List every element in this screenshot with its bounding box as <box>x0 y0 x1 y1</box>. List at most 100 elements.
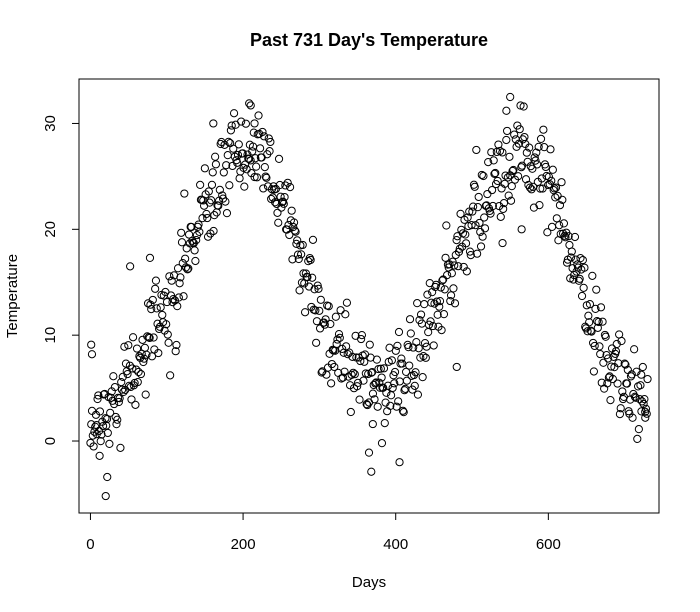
data-point <box>461 230 470 239</box>
data-point <box>335 333 344 343</box>
data-point <box>547 222 557 232</box>
data-point <box>530 153 539 162</box>
data-point <box>103 472 112 482</box>
data-point <box>224 137 233 147</box>
data-point <box>314 284 323 293</box>
data-point <box>410 381 419 390</box>
data-point <box>209 119 218 128</box>
data-point <box>596 303 606 312</box>
data-point <box>398 406 408 415</box>
data-point <box>420 338 430 348</box>
data-point <box>233 158 242 167</box>
data-point <box>514 172 523 181</box>
data-point <box>205 198 214 207</box>
data-point <box>639 399 648 409</box>
data-point <box>308 235 318 244</box>
data-point <box>167 276 176 285</box>
y-axis: 0 10 20 30 <box>42 115 80 445</box>
data-point <box>251 154 260 163</box>
data-point <box>130 378 139 388</box>
data-point <box>266 137 275 147</box>
data-point <box>274 154 284 164</box>
data-point <box>87 420 96 429</box>
data-point <box>364 398 374 407</box>
data-point <box>132 344 142 353</box>
data-point <box>221 197 230 206</box>
data-point <box>438 276 447 285</box>
data-point <box>548 165 557 174</box>
data-point <box>589 367 598 376</box>
data-point <box>259 132 269 141</box>
data-point <box>234 140 243 149</box>
data-point <box>555 201 565 210</box>
data-point <box>525 183 535 192</box>
data-point <box>327 379 336 388</box>
data-point <box>265 147 274 156</box>
data-point <box>473 249 482 258</box>
data-point <box>245 99 254 108</box>
data-point <box>125 361 134 370</box>
data-point <box>134 367 143 377</box>
data-point <box>249 128 258 137</box>
data-point <box>643 374 652 384</box>
data-point <box>321 315 330 324</box>
data-point <box>151 284 160 293</box>
data-point <box>142 350 151 359</box>
data-point <box>486 209 495 218</box>
data-point <box>462 267 471 276</box>
data-point <box>522 148 531 157</box>
data-point <box>87 350 97 359</box>
data-point <box>521 175 531 184</box>
data-point <box>393 341 402 350</box>
data-point <box>259 184 268 193</box>
data-point <box>559 219 569 228</box>
data-point <box>367 368 376 377</box>
data-point <box>394 327 404 337</box>
data-point <box>588 271 597 280</box>
data-point <box>471 221 480 230</box>
data-point <box>368 419 377 429</box>
data-point <box>375 383 385 392</box>
data-point <box>585 300 595 309</box>
x-tick-label: 600 <box>536 536 561 553</box>
data-point <box>641 407 650 416</box>
data-point <box>547 176 556 185</box>
data-point <box>177 228 186 237</box>
data-point <box>414 344 423 353</box>
data-point <box>177 238 187 247</box>
data-point <box>338 373 348 382</box>
data-point <box>211 152 220 161</box>
data-point <box>457 225 466 234</box>
data-point <box>379 364 389 373</box>
data-point <box>180 189 189 198</box>
data-point <box>268 193 277 202</box>
data-point <box>237 117 246 126</box>
data-point <box>301 269 310 278</box>
data-point <box>116 443 125 452</box>
data-point <box>297 250 306 259</box>
data-point <box>124 341 133 350</box>
data-point <box>630 345 639 354</box>
data-point <box>621 360 630 369</box>
data-point <box>173 302 182 311</box>
data-point <box>499 198 509 208</box>
data-point <box>103 428 112 438</box>
data-point <box>615 409 625 419</box>
data-point <box>562 258 572 267</box>
data-point <box>394 397 403 406</box>
data-point <box>95 407 105 416</box>
x-axis: 0 200 400 600 <box>86 512 561 553</box>
data-point <box>252 162 261 171</box>
data-point <box>551 193 560 202</box>
data-point <box>463 213 472 222</box>
data-point <box>437 326 446 335</box>
data-point <box>190 246 199 255</box>
data-point <box>593 323 602 332</box>
data-point <box>527 185 536 194</box>
data-point <box>93 394 102 404</box>
data-point <box>376 364 385 373</box>
data-point <box>452 362 461 372</box>
data-point <box>152 304 161 313</box>
data-point <box>120 342 129 351</box>
